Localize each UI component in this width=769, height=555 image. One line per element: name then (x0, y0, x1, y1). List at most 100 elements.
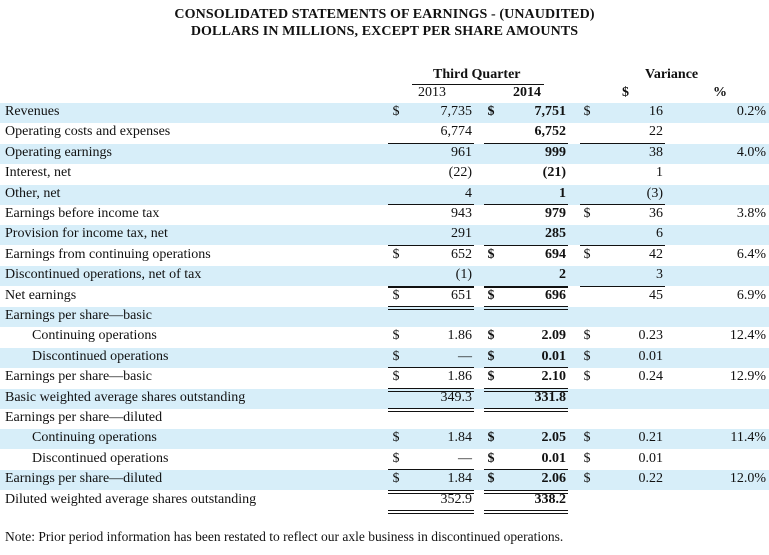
variance-dollar: 0.22 (638, 471, 664, 487)
variance-dollar: 22 (649, 124, 663, 140)
value-2014: (21) (542, 165, 566, 181)
table-row: Earnings from continuing operations $652 $… (0, 246, 769, 266)
value-2013: 943 (451, 206, 472, 221)
currency-symbol-variance: $ (583, 348, 591, 364)
total-double-rule (388, 493, 474, 494)
total-double-rule (388, 309, 474, 310)
value-2014: 979 (545, 206, 566, 221)
row-label: Basic weighted average shares outstandin… (5, 389, 246, 405)
value-2014: 2.10 (541, 369, 567, 385)
value-2014: 694 (545, 246, 566, 262)
table-row: Basic weighted average shares outstandin… (0, 388, 769, 409)
row-label: Operating earnings (5, 144, 112, 160)
row-label: Other, net (5, 185, 61, 201)
table-row: Earnings per share—diluted $1.84 $2.06 $0.2… (0, 470, 769, 491)
value-2013: — (458, 450, 472, 466)
value-2013: 1.84 (447, 430, 473, 446)
table-row: Operating costs and expenses 6,774 6,752 22 (0, 123, 769, 143)
row-label: Net earnings (5, 287, 77, 303)
subtotal-rule (580, 143, 665, 144)
currency-symbol-2014: $ (487, 104, 495, 119)
subtotal-rule (484, 367, 568, 368)
variance-dollar: 16 (649, 104, 663, 119)
total-double-rule (388, 513, 474, 514)
table-row: Earnings per share—basic (0, 307, 769, 327)
currency-symbol-2013: $ (392, 471, 400, 487)
table-row: Provision for income tax, net 291 285 6 (0, 225, 769, 246)
subtotal-rule (388, 367, 474, 368)
table-row: Diluted weighted average shares outstand… (0, 491, 769, 511)
header-2014: 2014 (513, 85, 541, 100)
table-row: Discontinued operations $ — $0.01 $0.01 (0, 347, 769, 368)
table-row: Revenues $7,735 $7,751 $16 0.2% (0, 103, 769, 123)
currency-symbol-2014: $ (487, 246, 495, 262)
currency-symbol-2013: $ (392, 430, 400, 446)
table-row: Continuing operations $1.84 $2.05 $0.21 11.4… (0, 429, 769, 450)
total-double-rule (484, 309, 568, 310)
value-2013: 7,735 (440, 104, 473, 119)
table-row: Continuing operations $1.86 $2.09 $0.23 12.4… (0, 327, 769, 347)
subtotal-rule (484, 245, 568, 246)
row-label: Earnings before income tax (5, 206, 160, 221)
currency-symbol-variance: $ (583, 430, 591, 446)
variance-percent: 6.4% (736, 246, 766, 262)
row-label: Discontinued operations (32, 450, 169, 466)
row-label: Discontinued operations, net of tax (5, 267, 202, 283)
subtotal-rule (388, 204, 474, 205)
variance-dollar: 45 (649, 287, 663, 303)
total-double-rule (484, 490, 568, 491)
row-label: Earnings per share—diluted (5, 471, 163, 487)
table-row: Other, net 4 1 (3) (0, 184, 769, 205)
header-variance: Variance (645, 67, 699, 82)
currency-symbol-2014: $ (487, 430, 495, 446)
currency-symbol-variance: $ (583, 369, 591, 385)
value-2014: 2.09 (541, 328, 567, 344)
variance-percent: 12.4% (729, 328, 766, 344)
value-2013: (1) (455, 267, 472, 283)
total-double-rule (484, 493, 568, 494)
third-quarter-underline (412, 84, 544, 85)
variance-dollar: (3) (646, 185, 663, 201)
variance-dollar: 6 (656, 226, 663, 242)
total-double-rule (388, 510, 474, 511)
table-row: Discontinued operations $ — $0.01 $0.01 (0, 450, 769, 470)
total-double-rule (388, 306, 474, 307)
row-label: Operating costs and expenses (5, 124, 171, 140)
table-row: Net earnings $651 $696 45 6.9% (0, 287, 769, 307)
row-label: Provision for income tax, net (5, 226, 168, 242)
value-2013: 652 (451, 246, 472, 262)
currency-symbol-2014: $ (487, 348, 495, 364)
table-row: Discontinued operations, net of tax (1) 2 3 (0, 266, 769, 287)
variance-percent: 11.4% (730, 430, 766, 446)
currency-symbol-2014: $ (487, 450, 495, 466)
header-variance-dollar: $ (622, 85, 629, 100)
total-double-rule (388, 388, 474, 389)
variance-percent: 6.9% (736, 287, 766, 303)
total-double-rule (484, 513, 568, 514)
table-row: Earnings per share—diluted (0, 409, 769, 429)
row-label: Diluted weighted average shares outstand… (5, 491, 257, 507)
variance-dollar: 0.24 (638, 369, 664, 385)
currency-symbol-2014: $ (487, 471, 495, 487)
subtotal-rule (388, 286, 474, 287)
value-2014: 999 (545, 144, 566, 160)
row-label: Revenues (5, 104, 60, 119)
currency-symbol-2014: $ (487, 287, 495, 303)
table-row: Earnings before income tax 943 979 $36 3.8% (0, 205, 769, 225)
currency-symbol-2014: $ (487, 328, 495, 344)
currency-symbol-2013: $ (392, 287, 400, 303)
total-double-rule (484, 306, 568, 307)
value-2013: 1.84 (447, 471, 473, 487)
variance-dollar: 0.21 (638, 430, 664, 446)
variance-dollar: 42 (649, 246, 663, 262)
top-rule (388, 287, 474, 288)
row-label: Earnings per share—basic (5, 369, 152, 385)
total-double-rule (388, 411, 474, 412)
subtotal-rule (580, 286, 665, 287)
value-2014: 0.01 (541, 348, 567, 364)
footnote: Note: Prior period information has been … (5, 529, 564, 544)
value-2014: 2.05 (541, 430, 567, 446)
subtotal-rule (484, 143, 568, 144)
variance-dollar: 36 (649, 206, 663, 221)
currency-symbol-2014: $ (487, 369, 495, 385)
